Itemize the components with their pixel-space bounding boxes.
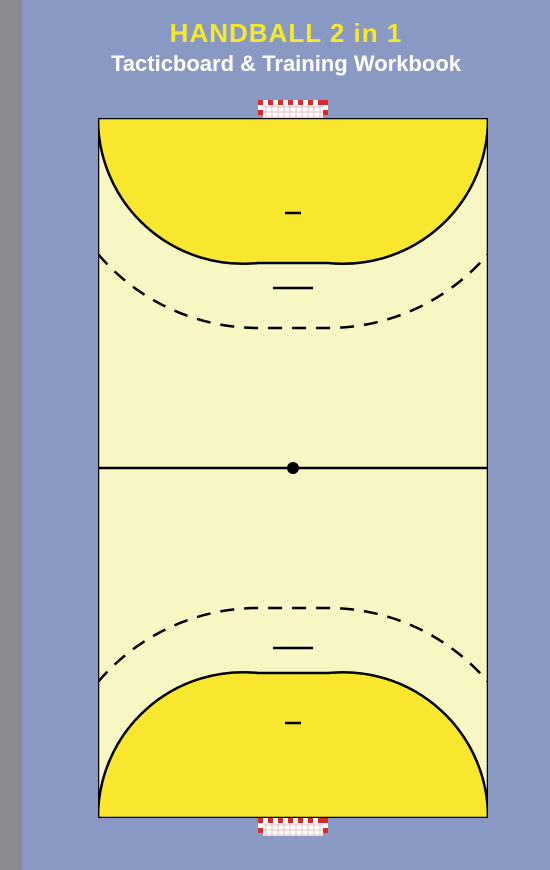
- handball-court-diagram: [98, 118, 488, 818]
- title-sub: Tacticboard & Training Workbook: [22, 51, 550, 77]
- court-svg: [98, 118, 488, 818]
- book-spine: [0, 0, 22, 870]
- title-main: HANDBALL 2 in 1: [22, 18, 550, 49]
- goal-top-icon: [258, 100, 328, 118]
- book-cover: HANDBALL 2 in 1 Tacticboard & Training W…: [22, 0, 550, 870]
- title-block: HANDBALL 2 in 1 Tacticboard & Training W…: [22, 18, 550, 77]
- goal-bottom-icon: [258, 818, 328, 836]
